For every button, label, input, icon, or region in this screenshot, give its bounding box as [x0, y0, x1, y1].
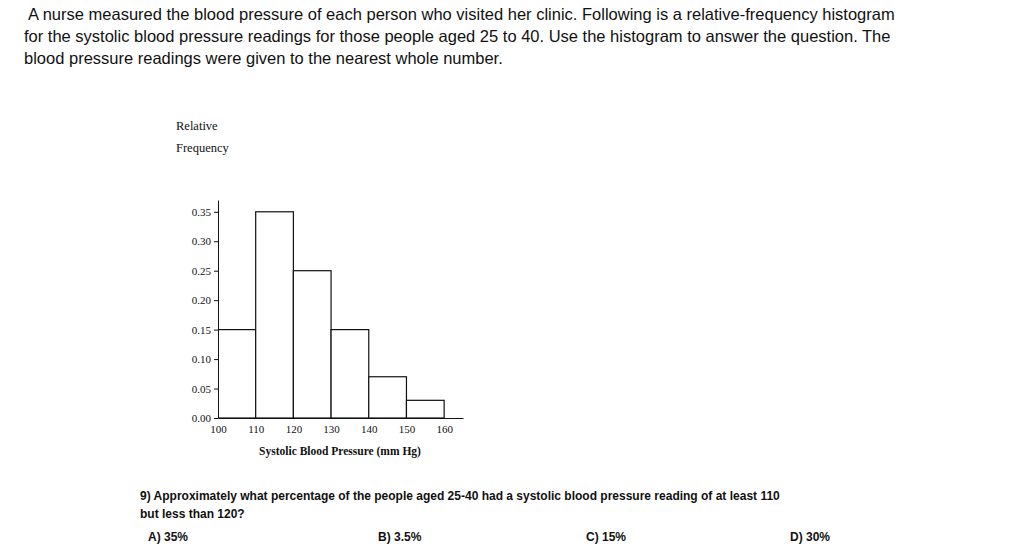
y-axis-title: Relative: [176, 119, 218, 133]
y-axis: 0.00 0.05 0.10 0.15 0.20 0.25 0.30 0.35: [192, 201, 219, 425]
x-tick: 160: [436, 418, 453, 435]
x-tick-label: 120: [286, 423, 303, 435]
y-tick-mark: [214, 300, 218, 301]
question-text: but less than 120?: [140, 507, 245, 521]
y-axis-line: [218, 201, 219, 419]
x-tick-label: 160: [436, 423, 453, 435]
x-axis: 100 110 120 130 140 150 160: [210, 418, 463, 435]
y-tick-mark: [214, 359, 218, 360]
x-tick: 100: [210, 418, 227, 435]
histogram-bar: [331, 330, 369, 418]
x-tick-label: 130: [323, 423, 340, 435]
y-tick-mark: [214, 271, 218, 272]
answer-option: B) 3.5%: [378, 530, 422, 544]
y-tick-label: 0.25: [192, 265, 212, 277]
answer-option: D) 30%: [790, 530, 830, 544]
y-tick: 0.35: [192, 206, 218, 218]
x-tick: 120: [286, 418, 303, 435]
y-tick-label: 0.05: [192, 383, 212, 395]
histogram-bar: [293, 271, 331, 418]
y-tick: 0.15: [192, 324, 218, 336]
answer-option: A) 35%: [148, 530, 188, 544]
histogram-bar: [256, 212, 294, 418]
bars: [218, 212, 444, 418]
y-tick-mark: [214, 241, 218, 242]
y-tick-mark: [214, 389, 218, 390]
intro-text: for the systolic blood pressure readings…: [24, 27, 890, 45]
x-tick: 110: [248, 418, 265, 435]
y-tick-label: 0.20: [192, 294, 212, 306]
x-tick: 150: [399, 418, 416, 435]
y-tick-label: 0.30: [192, 235, 212, 247]
canvas: A nurse measured the blood pressure of e…: [0, 0, 1024, 547]
x-axis-line: [219, 418, 464, 419]
y-tick: 0.10: [192, 353, 218, 365]
intro-text: blood pressure readings were given to th…: [24, 49, 503, 67]
x-tick-label: 110: [248, 423, 265, 435]
x-tick-label: 140: [361, 423, 378, 435]
y-tick: 0.20: [192, 294, 218, 306]
y-tick-label: 0.15: [192, 324, 212, 336]
x-tick: 130: [323, 418, 340, 435]
x-tick-label: 150: [399, 423, 416, 435]
histogram-bar: [218, 330, 256, 418]
intro-text: A nurse measured the blood pressure of e…: [28, 5, 895, 23]
x-tick-label: 100: [210, 423, 227, 435]
y-tick-label: 0.35: [192, 206, 212, 218]
y-tick-label: 0.10: [192, 353, 212, 365]
y-tick: 0.05: [192, 383, 218, 395]
y-tick-mark: [214, 212, 218, 213]
x-tick: 140: [361, 418, 378, 435]
y-tick-mark: [214, 330, 218, 331]
y-axis-title: Frequency: [176, 141, 230, 155]
question-text: 9) Approximately what percentage of the …: [140, 489, 780, 503]
y-tick-mark: [214, 418, 218, 419]
histogram-bar: [406, 400, 444, 418]
answer-option: C) 15%: [586, 530, 626, 544]
histogram-bar: [369, 377, 407, 418]
y-tick-label: 0.00: [192, 412, 212, 424]
y-tick: 0.30: [192, 235, 218, 247]
y-tick: 0.25: [192, 265, 218, 277]
x-axis-title: Systolic Blood Pressure (mm Hg): [259, 445, 421, 458]
